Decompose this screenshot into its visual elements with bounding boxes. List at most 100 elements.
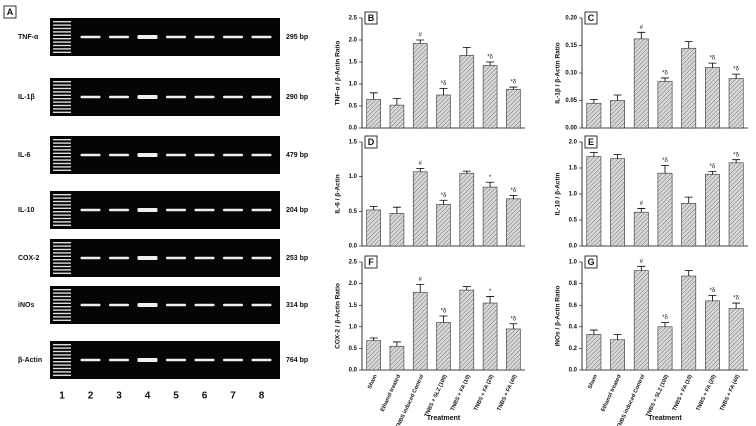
- y-tick-label: 1.0: [349, 174, 358, 180]
- ladder-band: [53, 91, 71, 93]
- significance-label: #: [419, 161, 423, 167]
- x-tick-label: TNBS + FA (20): [695, 374, 717, 412]
- gel-band: [166, 95, 186, 99]
- y-tick-label: 0.10: [565, 71, 577, 77]
- gel-band: [137, 256, 158, 260]
- x-tick-label: Sham: [367, 374, 379, 390]
- ladder-band: [53, 255, 71, 257]
- bar: [657, 80, 673, 129]
- error-bar: [369, 337, 378, 341]
- y-tick-label: 1.0: [349, 82, 358, 88]
- gel-row-label: IL-1β: [18, 94, 35, 101]
- gel-band: [80, 256, 101, 260]
- y-tick-label: 0.5: [349, 209, 358, 215]
- bar: [412, 171, 428, 247]
- x-tick-label: TNBS + FA (10): [450, 374, 472, 412]
- x-axis-label: Treatment: [648, 415, 682, 422]
- bar: [459, 289, 475, 371]
- gel-band: [251, 256, 272, 260]
- error-bar: [661, 77, 669, 82]
- error-bar: [613, 94, 622, 101]
- band-size-label: 295 bp: [286, 34, 308, 41]
- bar: [728, 308, 744, 371]
- error-bar: [462, 170, 471, 174]
- error-bar: [684, 41, 693, 49]
- ladder-band: [53, 152, 71, 154]
- significance-label: *δ: [441, 193, 447, 199]
- error-bar: [439, 315, 448, 323]
- y-axis-label: iNOs / β-Actin Ratio: [555, 285, 562, 346]
- gel-row-label: iNOs: [18, 302, 34, 309]
- error-bar: [392, 206, 401, 214]
- ladder-band: [53, 211, 71, 213]
- ladder-band: [53, 159, 71, 161]
- error-bar: [637, 208, 646, 213]
- error-bar: [661, 165, 669, 174]
- y-tick-label: 2.0: [569, 140, 578, 146]
- y-axis-label: TNF-α / β-Actin Ratio: [335, 41, 342, 106]
- ladder-band: [53, 139, 71, 141]
- gel-band: [137, 35, 158, 39]
- ladder-band: [53, 252, 71, 254]
- significance-label: #: [419, 277, 423, 283]
- bar: [412, 291, 428, 371]
- error-bar: [486, 296, 495, 304]
- lane-number: 2: [88, 391, 94, 402]
- error-bar: [416, 39, 425, 44]
- error-bar: [708, 62, 717, 68]
- gel-band: [137, 153, 158, 157]
- lane-number: 6: [202, 391, 208, 402]
- ladder-band: [53, 292, 71, 294]
- ladder-band: [53, 248, 71, 251]
- significance-label: *δ: [710, 56, 716, 62]
- bar: [389, 104, 405, 129]
- panel-label: B: [368, 13, 375, 23]
- y-tick-label: 0.0: [349, 126, 358, 132]
- bar: [412, 43, 428, 129]
- gel-band: [80, 303, 101, 307]
- bar: [610, 100, 625, 129]
- gel-band: [223, 95, 243, 99]
- error-bar: [637, 265, 646, 271]
- y-tick-label: 0.6: [569, 303, 578, 309]
- ladder-band: [53, 48, 71, 50]
- gel-band: [109, 303, 129, 307]
- ladder-band: [53, 295, 71, 298]
- panel-box: [364, 11, 378, 25]
- y-tick-label: 2.0: [349, 38, 358, 44]
- gel-band: [223, 303, 243, 307]
- error-bar: [462, 286, 471, 291]
- panel-box: [364, 255, 378, 269]
- bar: [681, 275, 697, 371]
- ladder-band: [53, 21, 71, 23]
- error-bar: [589, 99, 598, 104]
- error-bar: [708, 295, 717, 301]
- significance-label: *δ: [733, 152, 739, 158]
- bar: [705, 300, 720, 371]
- ladder-band: [53, 350, 71, 353]
- bar: [482, 302, 498, 371]
- gel-band: [166, 358, 186, 362]
- band-size-label: 253 bp: [286, 255, 308, 262]
- gel-band: [137, 95, 158, 99]
- gel-band: [251, 303, 272, 307]
- ladder-band: [53, 361, 71, 363]
- significance-label: #: [640, 201, 644, 207]
- error-bar: [708, 171, 717, 175]
- ladder-band: [53, 316, 71, 318]
- gel-band: [194, 208, 215, 212]
- error-bar: [613, 333, 622, 340]
- bar: [681, 47, 697, 129]
- ladder-band: [53, 224, 71, 226]
- ladder-band: [53, 306, 71, 308]
- significance-label: *δ: [511, 188, 517, 194]
- gel-band: [137, 208, 158, 212]
- bar: [389, 345, 405, 371]
- gel-band: [223, 358, 243, 362]
- error-bar: [732, 73, 741, 79]
- bar: [506, 198, 521, 247]
- gel-band: [223, 208, 243, 212]
- panel-box: [364, 135, 378, 149]
- bar: [657, 172, 673, 247]
